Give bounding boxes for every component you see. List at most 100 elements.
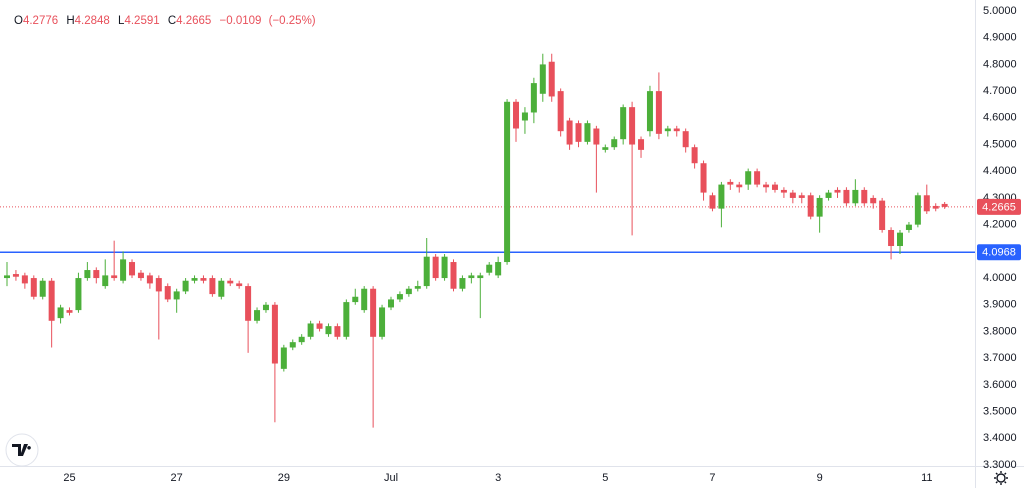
x-tick-label: 5: [602, 472, 608, 484]
candle-body: [870, 197, 877, 204]
candle-body: [352, 296, 359, 303]
candle-body: [745, 171, 752, 185]
x-tick-label: 27: [171, 472, 183, 484]
x-tick-label: 9: [817, 472, 823, 484]
y-tick-label: 3.4000: [983, 432, 1017, 444]
candle-body: [861, 189, 868, 204]
candle-body: [414, 286, 421, 289]
candle-body: [48, 280, 55, 321]
last-price-tag: 4.2665: [982, 201, 1016, 213]
candle-body: [307, 323, 314, 337]
y-tick-label: 4.0000: [983, 272, 1017, 284]
settings-icon[interactable]: [994, 471, 1008, 485]
candle-body: [111, 275, 118, 279]
candle-body: [629, 107, 636, 145]
candle-body: [298, 336, 305, 343]
candle-body: [361, 288, 368, 311]
candle-body: [673, 128, 680, 132]
candle-body: [718, 184, 725, 209]
candle-body: [21, 275, 28, 284]
candle-body: [655, 91, 662, 134]
candle-body: [387, 299, 394, 308]
candle-body: [852, 189, 859, 204]
y-tick-label: 3.3000: [983, 459, 1017, 471]
last-price-tag-bg: [977, 198, 1021, 215]
candle-body: [557, 91, 564, 132]
change-pct: (−0.25%): [269, 15, 316, 27]
candle-body: [236, 283, 243, 287]
candle-body: [334, 326, 341, 337]
candle-body: [325, 326, 332, 335]
candle-body: [495, 262, 502, 276]
candle-body: [575, 123, 582, 142]
y-tick-label: 3.6000: [983, 379, 1017, 391]
candle-body: [57, 307, 64, 319]
hline-tag: 4.0968: [982, 247, 1016, 259]
candle-body: [289, 342, 296, 348]
y-tick-label: 4.9000: [983, 32, 1017, 44]
candle-body: [209, 278, 216, 295]
x-tick-label: 7: [709, 472, 715, 484]
candle-body: [245, 286, 252, 321]
y-tick-label: 4.5000: [983, 138, 1017, 150]
candle-body: [164, 286, 171, 300]
candle-body: [262, 304, 269, 311]
candle-body: [218, 280, 225, 297]
candle-body: [146, 275, 153, 284]
candle-body: [477, 275, 484, 279]
candle-body: [30, 278, 37, 297]
candle-body: [75, 278, 82, 311]
candle-body: [137, 272, 144, 279]
candle-body: [459, 278, 466, 289]
candle-body: [539, 64, 546, 94]
candle-body: [923, 195, 930, 212]
candle-body: [763, 184, 770, 188]
y-tick-label: 4.7000: [983, 85, 1017, 97]
high-value: 4.2848: [75, 15, 110, 27]
candle-body: [227, 280, 234, 284]
y-tick-label: 3.8000: [983, 325, 1017, 337]
high-label: H: [66, 15, 74, 27]
candle-body: [396, 294, 403, 300]
candle-body: [602, 147, 609, 150]
candle-body: [254, 310, 261, 321]
candle-body: [834, 189, 841, 193]
candle-body: [754, 171, 761, 185]
candle-body: [611, 139, 618, 148]
candle-body: [646, 91, 653, 132]
candle-body: [914, 195, 921, 225]
candle-body: [93, 270, 100, 279]
candle-body: [941, 203, 948, 207]
candle-body: [530, 83, 537, 113]
candle-body: [504, 101, 511, 263]
open-label: O: [14, 15, 23, 27]
y-tick-label: 5.0000: [983, 5, 1017, 17]
close-value: 4.2665: [176, 15, 211, 27]
candle-body: [316, 323, 323, 329]
close-label: C: [168, 15, 176, 27]
ohlc-legend: O4.2776 H4.2848 L4.2591 C4.2665 −0.0109 …: [14, 15, 316, 27]
candle-body: [191, 278, 198, 281]
low-value: 4.2591: [124, 15, 159, 27]
candle-body: [736, 184, 743, 188]
open-value: 4.2776: [23, 15, 58, 27]
logo: [5, 433, 39, 467]
change: −0.0109: [220, 15, 262, 27]
candle-body: [691, 147, 698, 164]
candle-body: [423, 256, 430, 287]
low-label: L: [118, 15, 125, 27]
candle-body: [584, 123, 591, 142]
hline-tag-bg: [977, 244, 1021, 261]
candle-body: [807, 195, 814, 217]
candle-body: [566, 120, 573, 145]
candle-body: [432, 256, 439, 279]
y-tick-label: 4.2000: [983, 219, 1017, 231]
candle-body: [709, 195, 716, 209]
candle-body: [102, 275, 109, 287]
candle-body: [66, 310, 73, 313]
candle-body: [450, 262, 457, 289]
candle-body: [843, 189, 850, 204]
y-tick-label: 4.6000: [983, 112, 1017, 124]
candle-body: [4, 275, 10, 279]
